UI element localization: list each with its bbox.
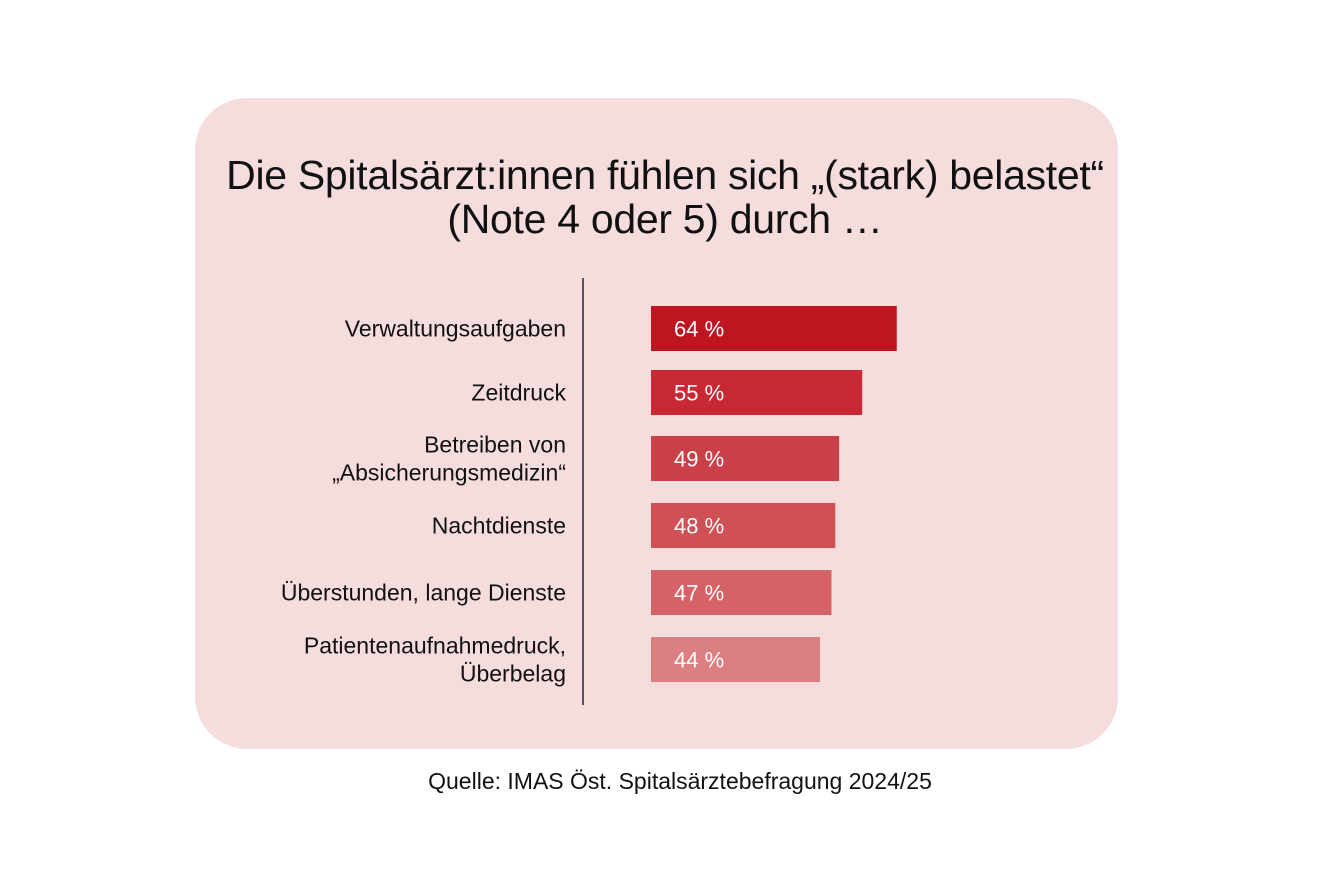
source-note: Quelle: IMAS Öst. Spitalsärztebefragung … xyxy=(428,768,932,794)
chart-title-line-1: Die Spitalsärzt:innen fühlen sich „(star… xyxy=(226,152,1104,198)
category-label: Überbelag xyxy=(460,661,566,687)
category-label: Verwaltungsaufgaben xyxy=(345,316,566,342)
bar-value-label: 48 % xyxy=(674,514,724,539)
bar-value-label: 49 % xyxy=(674,447,724,472)
category-label: „Absicherungsmedizin“ xyxy=(332,460,566,486)
bar-value-label: 47 % xyxy=(674,581,724,606)
bar xyxy=(651,306,897,351)
bar xyxy=(651,570,832,615)
category-label: Nachtdienste xyxy=(432,513,566,539)
bar xyxy=(651,436,840,481)
bar xyxy=(651,370,863,415)
chart-title-line-2: (Note 4 oder 5) durch … xyxy=(447,196,883,242)
bar xyxy=(651,503,836,548)
bar-value-label: 64 % xyxy=(674,317,724,342)
category-label: Patientenaufnahmedruck, xyxy=(304,633,566,659)
category-label: Zeitdruck xyxy=(471,380,566,406)
chart-title: Die Spitalsärzt:innen fühlen sich „(star… xyxy=(195,153,1135,241)
bar-value-label: 55 % xyxy=(674,381,724,406)
bar-value-label: 44 % xyxy=(674,648,724,673)
category-label: Betreiben von xyxy=(424,432,566,458)
category-label: Überstunden, lange Dienste xyxy=(281,580,566,606)
bar xyxy=(651,637,820,682)
